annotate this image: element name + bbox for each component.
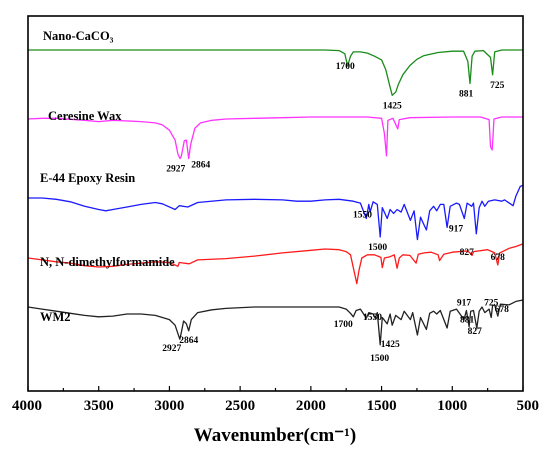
peak-label: 2927 — [166, 165, 185, 175]
peak-label: 2864 — [191, 161, 210, 171]
peak-label: 1700 — [334, 320, 353, 330]
peak-label: 1550 — [353, 210, 372, 220]
series-label-2: Ceresine Wax — [48, 109, 122, 123]
peak-label: 881 — [459, 90, 474, 100]
peak-label: 2864 — [179, 336, 198, 346]
peak-label: 725 — [484, 299, 499, 309]
peak-label: 725 — [490, 81, 505, 91]
plot-frame — [27, 15, 524, 392]
peak-label: 1425 — [383, 101, 402, 111]
peak-label: 827 — [460, 248, 475, 258]
peak-label: 827 — [468, 327, 483, 337]
peak-label: 678 — [495, 305, 510, 315]
peak-label: 1500 — [368, 243, 387, 253]
x-tick-label: 1500 — [367, 398, 397, 414]
spectrum-line-2 — [27, 116, 523, 160]
peak-label: 1500 — [370, 354, 389, 364]
x-axis-ticks: 4000 3500 3000 2500 2000 1500 1000 500 — [12, 386, 539, 414]
spectra-layer — [27, 49, 524, 346]
x-tick-label: 4000 — [12, 398, 42, 414]
spectrum-line-4 — [27, 243, 524, 285]
x-tick-label: 2500 — [225, 398, 255, 414]
x-tick-label: 3000 — [154, 398, 184, 414]
x-tick-label: 1000 — [437, 398, 467, 414]
x-tick-label: 3500 — [84, 398, 114, 414]
series-label-3: E-44 Epoxy Resin — [40, 171, 135, 185]
x-axis-label: Wavenumber(cm⁻¹) — [194, 425, 356, 446]
series-label-1: Nano-CaCO₃ — [43, 29, 114, 43]
series-label-4: N, N-dimethylformamide — [40, 255, 175, 269]
peak-label: 917 — [457, 299, 472, 309]
x-tick-label: 2000 — [296, 398, 326, 414]
peak-label: 881 — [460, 316, 475, 326]
peak-label: 1550 — [363, 313, 382, 323]
series-label-5: WM2 — [40, 310, 71, 324]
peak-label: 2927 — [162, 344, 181, 354]
peak-label: 1700 — [336, 62, 355, 72]
peak-label: 1425 — [381, 340, 400, 350]
spectrum-line-3 — [28, 184, 524, 241]
peak-label: 678 — [491, 253, 506, 263]
spectrum-line-1 — [28, 49, 523, 96]
labels-layer: Nano-CaCO₃ 1700 1425 881 725 Ceresine Wax E-44… — [40, 29, 509, 364]
spectrum-line-5 — [27, 299, 524, 346]
x-tick-label: 500 — [517, 398, 540, 414]
peak-label: 917 — [449, 225, 464, 235]
